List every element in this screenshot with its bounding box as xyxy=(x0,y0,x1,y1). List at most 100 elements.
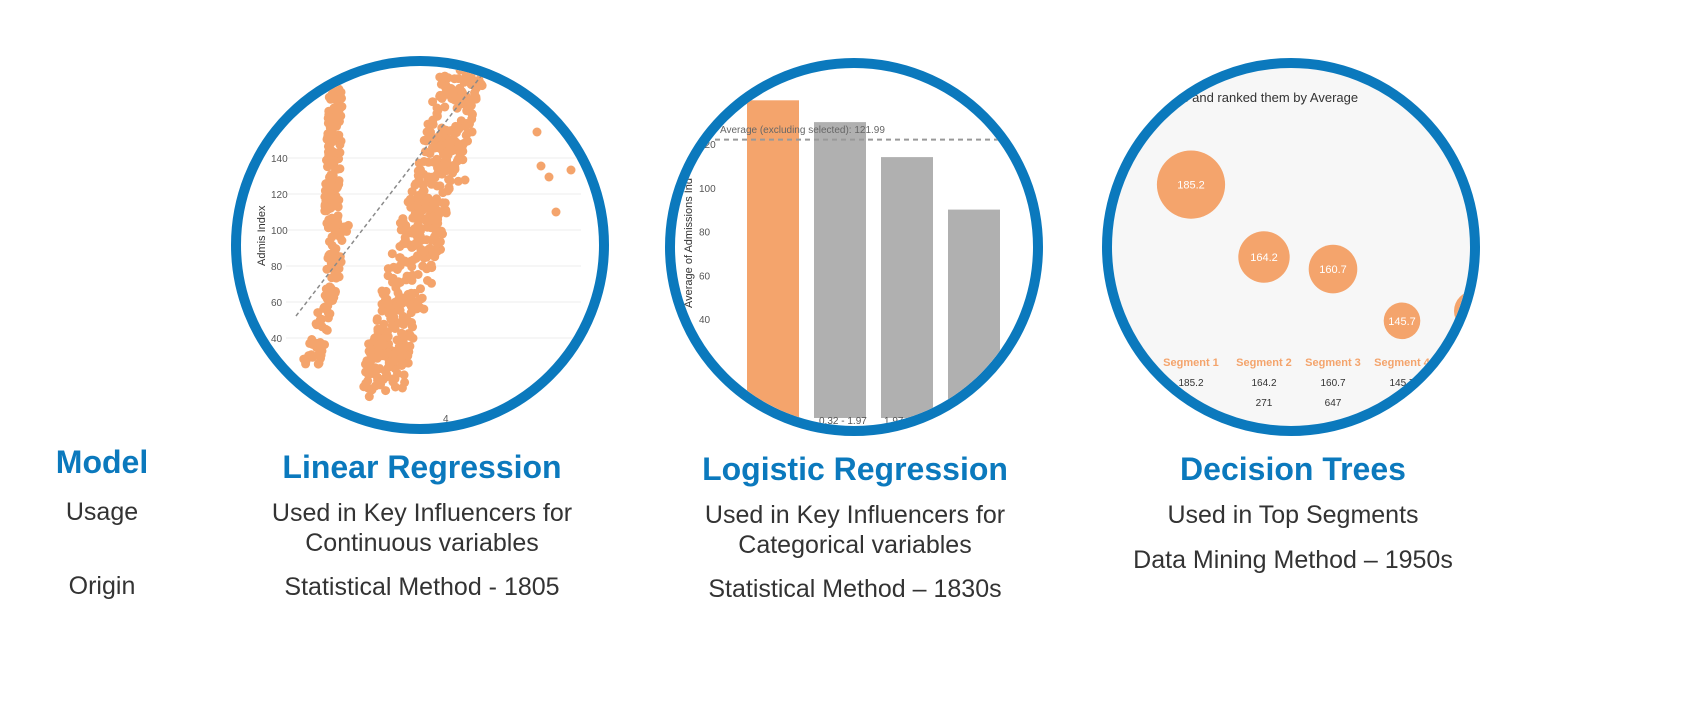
decision-trees-usage: Used in Top Segments xyxy=(1167,501,1419,529)
linear-regression-origin: Statistical Method - 1805 xyxy=(284,573,560,601)
scatter-point xyxy=(329,147,339,157)
scatter-point xyxy=(334,272,344,282)
scatter-point xyxy=(449,66,458,69)
segment-bubble xyxy=(1383,302,1421,340)
usage-line: Used in Key Influencers for xyxy=(271,499,573,527)
logistic-regression-origin: Statistical Method – 1830s xyxy=(708,575,1002,603)
scatter-point xyxy=(334,264,344,274)
scatter-point xyxy=(329,84,339,94)
scatter-point xyxy=(428,97,438,107)
scatter-point xyxy=(460,175,470,185)
linear-regression-scatter-chart: 140 120 100 80 60 40 Admis Index 4 xyxy=(231,56,609,434)
scatter-point xyxy=(403,197,413,207)
scatter-point xyxy=(427,179,437,189)
scatter-point xyxy=(319,303,329,313)
y-tick-label: 120 xyxy=(271,190,288,201)
scatter-point xyxy=(450,95,460,105)
scatter-point xyxy=(428,248,438,258)
scatter-point xyxy=(342,226,352,236)
scatter-point xyxy=(427,263,437,273)
bubble-label: 160.7 xyxy=(1319,264,1347,276)
scatter-point xyxy=(335,232,345,242)
scatter-point xyxy=(333,182,343,192)
scatter-point xyxy=(361,378,371,388)
decision-trees-origin: Data Mining Method – 1950s xyxy=(1133,546,1453,574)
scatter-point xyxy=(381,386,391,396)
scatter-point xyxy=(379,319,389,329)
scatter-point xyxy=(470,88,479,98)
y-tick-label: 100 xyxy=(699,184,716,195)
scatter-point xyxy=(321,179,331,189)
bar xyxy=(881,157,933,418)
scatter-point xyxy=(434,238,444,248)
logistic-regression-usage: Used in Key Influencers for Categorical … xyxy=(655,500,1055,560)
scatter-point xyxy=(438,128,448,138)
scatter-point xyxy=(463,128,473,138)
scatter-point xyxy=(323,253,333,263)
scatter-point xyxy=(397,328,406,338)
scatter-point xyxy=(411,211,421,221)
scatter-point xyxy=(405,341,415,351)
linear-regression-usage: Used in Key Influencers for Continuous v… xyxy=(222,498,622,558)
scatter-point xyxy=(328,296,338,305)
segment-count: 647 xyxy=(1325,398,1342,409)
scatter-point xyxy=(438,188,448,198)
scatter-point xyxy=(460,73,470,83)
y-tick-label: 60 xyxy=(271,298,283,309)
segment-bubble xyxy=(1238,231,1290,283)
scatter-point xyxy=(476,66,482,68)
segment-bubble xyxy=(1308,244,1358,294)
scatter-point xyxy=(392,277,402,287)
scatter-point xyxy=(329,157,339,167)
bubble-label: 164.2 xyxy=(1250,252,1278,264)
scatter-point xyxy=(421,216,431,226)
scatter-point xyxy=(336,136,346,146)
scatter-point xyxy=(394,318,404,328)
scatter-point xyxy=(305,338,315,348)
segment-bubble xyxy=(1156,150,1226,219)
segment-value: 145.7 xyxy=(1389,378,1414,389)
usage-label: Usage xyxy=(65,498,139,526)
scatter-point xyxy=(445,176,455,186)
segment-value: 164.2 xyxy=(1251,378,1276,389)
scatter-point xyxy=(367,385,377,395)
scatter-point xyxy=(440,71,450,81)
scatter-point xyxy=(395,218,405,228)
scatter-point xyxy=(409,224,419,234)
scatter-point xyxy=(441,208,451,218)
scatter-point xyxy=(326,170,336,180)
scatter-point xyxy=(463,136,472,146)
scatter-point xyxy=(467,109,477,119)
scatter-point xyxy=(566,165,576,175)
linear-regression-title: Linear Regression xyxy=(282,449,562,485)
scatter-point xyxy=(549,113,559,123)
scatter-point xyxy=(381,295,390,305)
segment-bubble xyxy=(1454,291,1470,331)
scatter-point xyxy=(301,357,311,367)
y-tick-label: 100 xyxy=(271,226,288,237)
scatter-point xyxy=(416,284,425,294)
chart-header-text: s and ranked them by Average xyxy=(1182,90,1358,105)
scatter-point xyxy=(401,275,411,285)
scatter-point xyxy=(398,239,408,249)
scatter-point xyxy=(370,363,380,373)
scatter-point xyxy=(544,172,554,182)
scatter-point xyxy=(443,138,453,148)
scatter-point xyxy=(466,100,476,110)
segment-header: Segment 4 xyxy=(1374,357,1431,369)
scatter-point xyxy=(323,132,333,142)
average-label: Average (excluding selected): 121.99 xyxy=(720,125,885,136)
usage-line: Categorical variables xyxy=(738,531,972,559)
scatter-point xyxy=(335,164,345,174)
scatter-point xyxy=(453,74,463,84)
scatter-point xyxy=(377,286,387,296)
scatter-point xyxy=(407,322,417,331)
scatter-point xyxy=(429,172,439,182)
y-tick-label: 80 xyxy=(271,262,283,273)
model-heading: Model xyxy=(55,444,149,480)
scatter-point xyxy=(334,117,344,126)
logistic-regression-title: Logistic Regression xyxy=(702,451,1008,487)
bar xyxy=(747,100,799,419)
scatter-point xyxy=(336,87,346,97)
segment-header: Segment 2 xyxy=(1236,357,1292,369)
